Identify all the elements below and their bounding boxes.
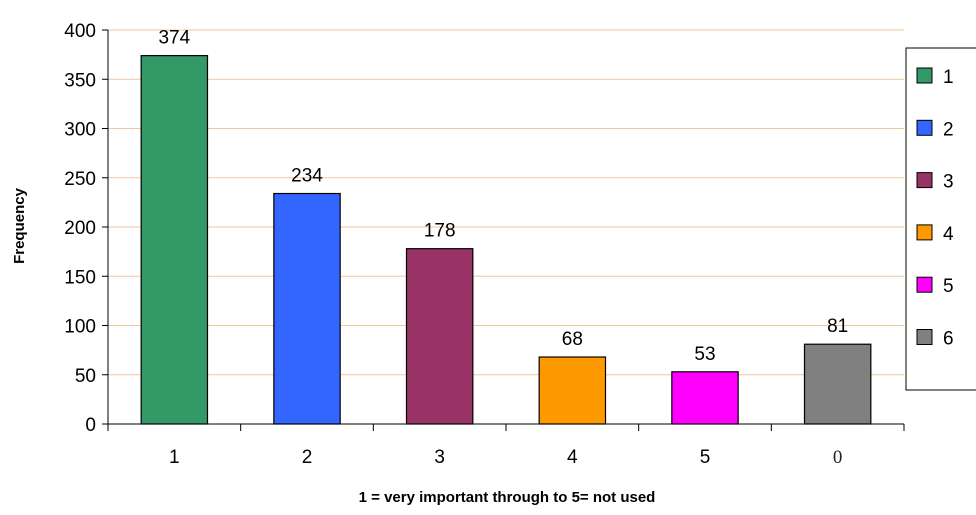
y-tick-label: 200	[64, 218, 96, 239]
data-label: 68	[562, 329, 583, 350]
legend-swatch	[916, 276, 933, 293]
y-tick-label: 300	[64, 120, 96, 141]
data-label: 374	[158, 28, 190, 49]
legend-label: 5	[943, 276, 954, 297]
y-axis-title: Frequency	[11, 187, 28, 264]
y-tick-label: 0	[85, 415, 96, 436]
y-tick-label: 250	[64, 169, 96, 190]
data-label: 53	[694, 344, 715, 365]
bar-2	[273, 192, 341, 425]
y-tick-label: 150	[64, 267, 96, 288]
legend-swatch	[916, 119, 933, 136]
legend-label: 6	[943, 329, 954, 350]
x-tick-label: 2	[302, 447, 313, 468]
legend-swatch	[916, 224, 933, 241]
y-tick-label: 100	[64, 317, 96, 338]
y-tick-label: 350	[64, 70, 96, 91]
legend-label: 3	[943, 172, 954, 193]
x-tick-label: 0	[833, 447, 843, 468]
legend-label: 1	[943, 67, 954, 88]
data-label: 81	[827, 316, 848, 337]
legend: 1 2 3 4 5 6	[905, 47, 976, 391]
x-tick-label: 4	[567, 447, 578, 468]
gridlines	[108, 29, 904, 376]
bar-series	[140, 55, 872, 425]
bar-1	[140, 55, 209, 425]
bar-4	[538, 356, 607, 425]
bar-3	[405, 248, 474, 425]
legend-swatch	[916, 172, 933, 189]
data-label: 178	[424, 221, 456, 242]
data-label: 234	[291, 166, 323, 187]
legend-swatch	[916, 67, 933, 84]
data-labels: 374 234 178 68 53 81	[158, 28, 848, 365]
x-tick-label: 1	[169, 447, 180, 468]
legend-label: 4	[943, 224, 954, 245]
legend-label: 2	[943, 119, 954, 140]
y-tick-label: 50	[75, 366, 96, 387]
legend-swatch	[916, 329, 933, 345]
x-axis-title: 1 = very important through to 5= not use…	[359, 489, 656, 506]
bar-5	[671, 371, 739, 425]
bar-6	[803, 343, 872, 425]
x-tick-label: 5	[700, 447, 711, 468]
x-axis: 1 2 3 4 5 0	[107, 423, 905, 468]
y-tick-label: 400	[64, 21, 96, 42]
y-axis: 0 50 100 150 200 250 300 350 400	[64, 21, 109, 436]
x-tick-label: 3	[434, 447, 445, 468]
